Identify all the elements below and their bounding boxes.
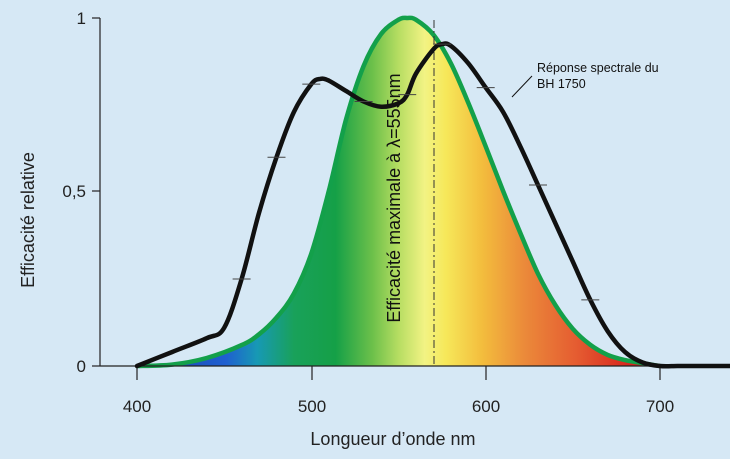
peak-annotation: Efficacité maximale à λ=555nm bbox=[384, 73, 404, 322]
eye-sensitivity-curve bbox=[136, 15, 661, 369]
x-tick-label: 600 bbox=[472, 397, 500, 416]
x-tick-label: 700 bbox=[646, 397, 674, 416]
x-tick-label: 500 bbox=[298, 397, 326, 416]
sensor-response-curve bbox=[134, 41, 730, 369]
y-tick-label: 1 bbox=[77, 9, 86, 28]
sensor-annotation-line1: Réponse spectrale du bbox=[537, 61, 659, 75]
y-axis bbox=[92, 17, 101, 367]
x-axis-title: Longueur d’onde nm bbox=[310, 429, 475, 449]
eye-sensitivity-fill bbox=[137, 17, 660, 367]
sensor-annotation-leader bbox=[511, 75, 533, 98]
y-tick-label: 0 bbox=[77, 357, 86, 376]
x-tick-label: 400 bbox=[123, 397, 151, 416]
x-axis bbox=[100, 365, 730, 380]
sensor-annotation-line2: BH 1750 bbox=[537, 77, 586, 91]
y-tick-label: 0,5 bbox=[62, 182, 86, 201]
sensor-curve-ticks bbox=[232, 43, 600, 301]
y-axis-title: Efficacité relative bbox=[18, 152, 38, 288]
